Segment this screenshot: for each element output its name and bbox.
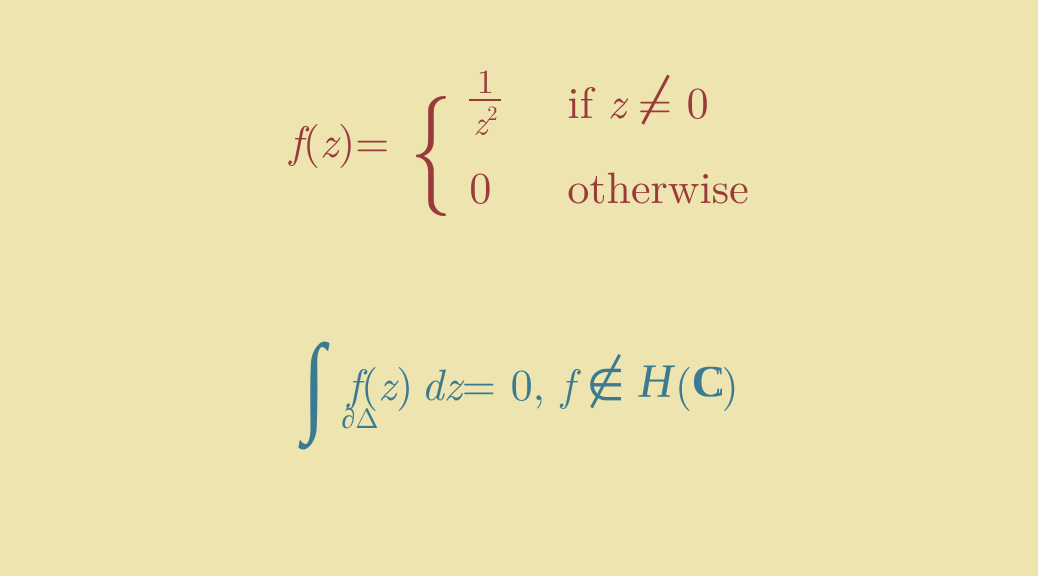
sym-f: f: [561, 350, 575, 413]
integral-block: ∫ ∂Δ: [299, 330, 329, 433]
frac-den: z2: [469, 103, 501, 139]
eq2-row: ∫ ∂Δ f(z) dz = 0, f ∈ H(CC): [299, 330, 738, 433]
integral-icon: ∫: [303, 330, 326, 418]
sym-z: z: [608, 68, 626, 131]
not-element-of-icon: ∈: [586, 350, 624, 413]
cases-block: 1 z2 if z= 0 0 otherwise: [469, 60, 748, 216]
sym-z: z: [444, 350, 462, 413]
not-equal-icon: =: [638, 68, 672, 131]
eq1-row: f(z) = { 1 z2 if z= 0: [289, 60, 748, 216]
word-if: if: [567, 68, 607, 131]
fraction-1-over-z2: 1 z2: [469, 62, 501, 140]
exp-2: 2: [487, 97, 497, 126]
sym-calH: H: [637, 355, 675, 409]
equation-piecewise-definition: f(z) = { 1 z2 if z= 0: [0, 60, 1038, 216]
case-2: 0 otherwise: [469, 153, 748, 216]
case-1-value: 1 z2: [469, 60, 539, 139]
sym-d: d: [421, 350, 443, 413]
paren-close: ): [338, 107, 355, 170]
left-brace-icon: {: [410, 76, 452, 196]
case-2-condition: otherwise: [567, 153, 748, 216]
sym-Delta: Δ: [355, 397, 378, 437]
paren-open: (: [303, 107, 320, 170]
sym-z: z: [473, 97, 487, 145]
sym-z: z: [320, 107, 338, 170]
equals-sign: =: [355, 107, 389, 170]
case-1: 1 z2 if z= 0: [469, 60, 748, 139]
eq1-lhs: f(z): [289, 107, 355, 170]
paren-open: (: [675, 350, 692, 413]
zero: 0: [672, 68, 709, 131]
sym-f: f: [289, 107, 303, 170]
case-1-condition: if z= 0: [567, 68, 708, 131]
sym-blackboard-C: CC: [692, 356, 721, 407]
sym-z: z: [378, 350, 396, 413]
frac-num: 1: [473, 62, 498, 98]
sym-partial: ∂: [341, 397, 355, 437]
case-2-value: 0: [469, 153, 539, 216]
integral-bound: ∂Δ: [341, 397, 378, 437]
paren-close: ): [396, 350, 413, 413]
equals-zero-comma: = 0,: [462, 350, 545, 413]
equation-integral-statement: ∫ ∂Δ f(z) dz = 0, f ∈ H(CC): [0, 330, 1038, 433]
